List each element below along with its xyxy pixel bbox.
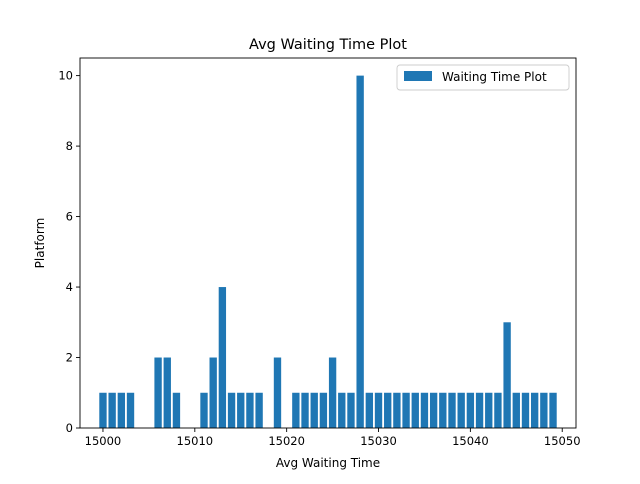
y-tick-label: 2 <box>66 351 73 365</box>
y-tick-label: 10 <box>58 69 73 83</box>
bar <box>475 392 484 428</box>
bar <box>365 392 374 428</box>
x-tick-label: 15040 <box>452 434 489 448</box>
bar <box>172 392 181 428</box>
bar <box>521 392 530 428</box>
bar <box>540 392 548 428</box>
bar <box>393 392 401 428</box>
axes-layer: 15000 15010 15020 15030 15040 15050 0 2 4 6 8 10 <box>58 69 580 448</box>
bar <box>439 392 447 428</box>
legend-swatch <box>404 71 432 81</box>
bar <box>154 357 162 428</box>
bar <box>255 392 263 428</box>
bar <box>347 392 355 428</box>
bar <box>411 392 419 428</box>
x-tick-label: 15020 <box>268 434 305 448</box>
legend-box <box>396 64 570 91</box>
bar <box>512 392 520 428</box>
bar <box>530 392 539 428</box>
bar <box>200 392 208 428</box>
y-tick-label: 4 <box>66 280 73 294</box>
x-tick-label: 15030 <box>360 434 397 448</box>
bar <box>494 392 502 428</box>
x-tick-label: 15050 <box>544 434 581 448</box>
bar <box>374 392 383 428</box>
y-tick-label: 0 <box>66 421 73 435</box>
legend-label: Waiting Time Plot <box>442 70 547 84</box>
x-axis-label: Avg Waiting Time <box>276 456 380 470</box>
x-tick-label: 15000 <box>85 434 122 448</box>
bar <box>457 392 465 428</box>
bar <box>429 392 438 428</box>
bar <box>246 392 254 428</box>
bar <box>503 322 511 428</box>
bar <box>448 392 456 428</box>
bar <box>108 392 116 428</box>
bar <box>237 392 245 428</box>
bar <box>117 392 126 428</box>
bar <box>328 357 337 428</box>
bar <box>319 392 328 428</box>
bars-layer <box>99 75 557 429</box>
bar <box>218 287 227 428</box>
bar <box>126 392 135 428</box>
bar <box>227 392 236 428</box>
bar <box>292 392 300 428</box>
legend: Waiting Time Plot <box>396 64 570 91</box>
bar <box>402 392 410 428</box>
bar <box>163 357 171 428</box>
bar <box>99 392 107 428</box>
bar <box>384 392 392 428</box>
x-tick-label: 15010 <box>177 434 214 448</box>
bar <box>273 357 282 428</box>
bar <box>310 392 318 428</box>
bar <box>420 392 429 428</box>
bar <box>485 392 493 428</box>
bar <box>209 357 217 428</box>
chart-title: Avg Waiting Time Plot <box>249 37 407 53</box>
bar <box>466 392 475 428</box>
plot-frame <box>79 57 577 429</box>
bar <box>549 392 557 428</box>
bar <box>301 392 309 428</box>
y-tick-label: 6 <box>66 210 73 224</box>
bar <box>356 75 364 429</box>
bar <box>338 392 346 428</box>
y-tick-label: 8 <box>66 139 73 153</box>
y-axis-label: Platform <box>33 218 47 269</box>
